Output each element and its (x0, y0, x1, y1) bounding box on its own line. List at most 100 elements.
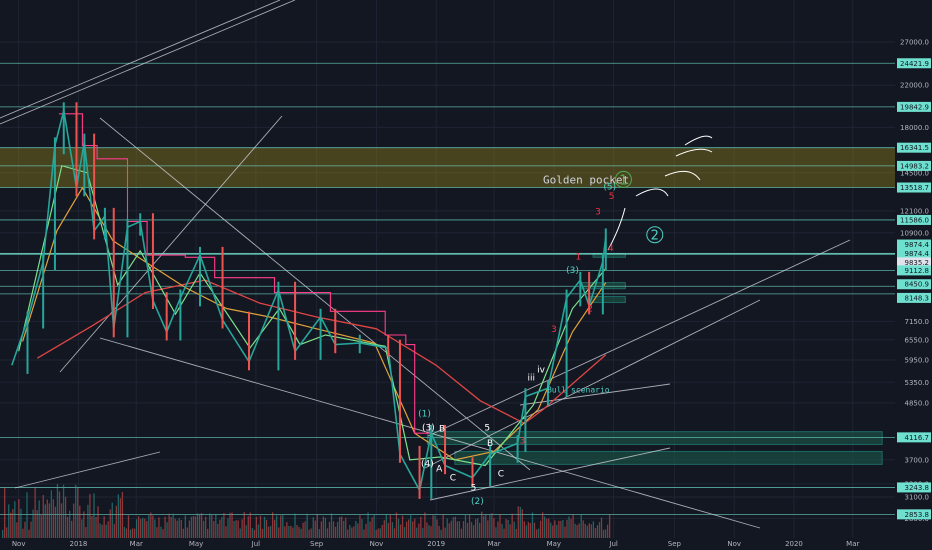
volume-bar (316, 513, 318, 538)
time-axis: Nov 2018 Mar May Jul Sep Nov 2019 Mar May Jul Sep No… (0, 538, 932, 550)
price-tick-label: 6550.0 (905, 336, 930, 344)
time-tick-label: 2018 (70, 540, 88, 548)
volume-bar (79, 505, 81, 538)
volume-bar (351, 527, 353, 538)
volume-bar (22, 528, 24, 538)
grid (0, 0, 895, 538)
volume-bar (170, 516, 172, 538)
volume-bar (541, 512, 544, 538)
wave-label: (3) (566, 266, 579, 276)
volume-bar (223, 512, 225, 538)
volume-bar (332, 521, 335, 538)
volume-bar (54, 506, 57, 538)
volume-bar (235, 520, 237, 538)
price-tick-label: 3700.0 (905, 456, 930, 464)
volume-bar (357, 523, 359, 538)
trend-line (519, 383, 671, 406)
volume-bar (32, 509, 34, 538)
volume-bar (257, 524, 260, 538)
volume-bar (259, 515, 262, 538)
volume-bar (160, 526, 162, 538)
volume-bar (202, 520, 205, 538)
price-level-tag (897, 182, 931, 193)
volume-bar (600, 517, 603, 538)
price-tick-label: 14500.0 (900, 169, 929, 177)
trend-line (59, 115, 283, 373)
volume-bar (138, 516, 140, 538)
zones (426, 253, 883, 465)
price-level-tag-text: 9874.4 (905, 250, 930, 258)
volume-bar (129, 529, 132, 538)
volume-bar (6, 527, 8, 538)
volume-bar (403, 527, 406, 538)
time-tick-label: Mar (487, 540, 500, 548)
volume-bar (379, 528, 381, 538)
time-tick-label: Nov (727, 540, 741, 548)
trend-line (0, 0, 296, 125)
volume-bar (217, 523, 219, 538)
volume-bar (602, 529, 605, 538)
volume-bar (75, 484, 77, 538)
volume-bar (237, 520, 239, 538)
volume-bar (408, 519, 410, 538)
volume-bar (4, 487, 6, 538)
volume-bar (56, 484, 59, 538)
volume-bar (111, 502, 113, 538)
wave-circle (646, 226, 664, 244)
volume-bar (274, 519, 276, 538)
volume-bar (562, 520, 564, 538)
volume-bar (219, 519, 221, 538)
volume-bar (355, 520, 357, 538)
price-level-tag-text: 4116.7 (905, 434, 930, 442)
volume-bar (377, 528, 379, 538)
support-zone (454, 450, 883, 465)
volume-bar (365, 523, 367, 538)
volume-bar (87, 504, 89, 538)
volume-bar (383, 520, 385, 538)
volume-bar (359, 515, 361, 538)
volume-bar (578, 523, 580, 538)
price-tick-label: 3100.0 (905, 493, 930, 501)
volume-bar (286, 522, 288, 538)
volume-bar (531, 512, 534, 538)
price-level-tag (897, 509, 931, 520)
wave-label: 5 (471, 483, 477, 493)
volume-bar (544, 516, 546, 538)
bull-scenario-label: Bull scenario (547, 385, 610, 394)
volume-bar (190, 516, 193, 538)
wave-label: 1 (575, 252, 581, 262)
price-level-tag-text: 8148.3 (905, 294, 930, 302)
volume-bar (30, 521, 32, 538)
wave-label: 5 (484, 424, 490, 434)
volume-bar (509, 524, 511, 538)
volume-bar (26, 492, 28, 538)
volume-bar (300, 528, 302, 538)
volume-bar (416, 527, 418, 538)
volume-bar (121, 492, 124, 538)
volume-bar (131, 528, 134, 538)
volume-bar (566, 519, 568, 538)
volume-bar (314, 520, 316, 538)
price-level-tag (897, 160, 931, 171)
time-tick-label: May (189, 540, 203, 548)
volume-bar (341, 516, 343, 538)
volume-bar (470, 522, 473, 538)
volume-bar (168, 513, 170, 538)
volume-bar (282, 515, 284, 538)
projection-arrow (635, 188, 669, 197)
volume-bar (123, 526, 126, 538)
time-tick-label: Jul (608, 540, 618, 548)
price-level-lines (0, 62, 895, 515)
volume-bar (14, 501, 16, 538)
ma-red-line (36, 279, 607, 425)
volume-bar (172, 513, 174, 538)
volume-bar (105, 524, 107, 538)
volume-bar (40, 515, 42, 538)
time-tick-label: Sep (668, 540, 682, 548)
volume-bar (290, 525, 292, 538)
volume-bar (229, 512, 231, 538)
volume-bar (156, 527, 158, 538)
volume-bar (166, 522, 168, 538)
volume-bar (117, 494, 120, 538)
